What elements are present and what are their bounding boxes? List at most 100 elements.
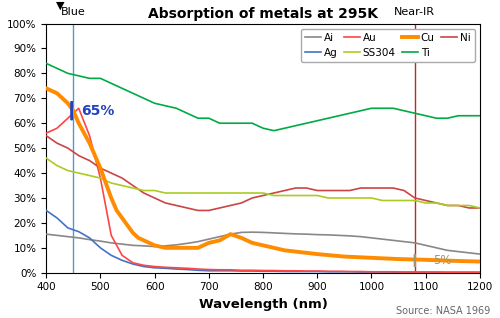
- Au: [380, 270, 386, 274]
- Au: [249, 268, 255, 272]
- Ni: [216, 206, 222, 210]
- Cu: [195, 246, 201, 250]
- SS304: [141, 189, 147, 192]
- Au: [86, 134, 92, 138]
- Au: [271, 269, 277, 273]
- Au: [434, 270, 440, 274]
- Ai: [358, 235, 364, 238]
- SS304: [271, 194, 277, 197]
- Ai: [162, 244, 168, 248]
- Ti: [108, 81, 114, 85]
- Cu: [249, 241, 255, 245]
- Ti: [195, 116, 201, 120]
- Ti: [434, 116, 440, 120]
- SS304: [54, 164, 60, 168]
- SS304: [238, 191, 244, 195]
- Ni: [174, 204, 180, 207]
- Cu: [146, 241, 152, 245]
- Ni: [455, 204, 461, 207]
- Ni: [358, 186, 364, 190]
- SS304: [162, 191, 168, 195]
- Text: 65%: 65%: [81, 104, 114, 118]
- Ag: [358, 270, 364, 274]
- SS304: [412, 198, 418, 202]
- Ti: [304, 121, 310, 125]
- Cu: [216, 238, 222, 242]
- Ti: [282, 126, 288, 130]
- Line: SS304: SS304: [46, 158, 480, 208]
- Au: [130, 261, 136, 265]
- Cu: [70, 109, 76, 113]
- Cu: [86, 141, 92, 145]
- Cu: [54, 91, 60, 95]
- Au: [347, 270, 353, 273]
- SS304: [130, 186, 136, 190]
- Ai: [455, 250, 461, 253]
- Cu: [114, 209, 119, 212]
- Ti: [216, 121, 222, 125]
- Ai: [184, 241, 190, 245]
- Ag: [390, 270, 396, 274]
- Ni: [336, 189, 342, 192]
- Cu: [76, 121, 82, 125]
- Ni: [195, 209, 201, 212]
- Ag: [174, 267, 180, 271]
- Cu: [119, 216, 125, 220]
- Ni: [260, 194, 266, 197]
- Ni: [228, 204, 234, 207]
- Ai: [141, 244, 147, 248]
- Ti: [130, 91, 136, 95]
- Ni: [86, 159, 92, 162]
- Au: [76, 106, 82, 110]
- Ni: [130, 183, 136, 187]
- Text: ▼: ▼: [56, 1, 64, 11]
- Cu: [98, 166, 103, 170]
- Ai: [260, 231, 266, 234]
- Ni: [368, 186, 374, 190]
- Cu: [477, 260, 483, 264]
- Ai: [216, 235, 222, 238]
- Ti: [477, 114, 483, 118]
- Ag: [141, 265, 147, 268]
- SS304: [86, 174, 92, 177]
- Ni: [249, 196, 255, 200]
- Ni: [390, 186, 396, 190]
- SS304: [380, 198, 386, 202]
- Ag: [249, 269, 255, 273]
- Au: [412, 270, 418, 274]
- Line: Ag: Ag: [46, 211, 480, 272]
- Cu: [124, 224, 130, 227]
- Au: [108, 233, 114, 237]
- Ai: [195, 240, 201, 244]
- Ti: [380, 106, 386, 110]
- Ag: [380, 270, 386, 274]
- SS304: [368, 196, 374, 200]
- Ag: [336, 270, 342, 274]
- Cu: [228, 232, 234, 236]
- Ag: [98, 246, 103, 250]
- Au: [43, 131, 49, 135]
- Ai: [206, 237, 212, 241]
- Ni: [206, 209, 212, 212]
- Ag: [216, 269, 222, 273]
- Ai: [271, 231, 277, 235]
- Ni: [401, 189, 407, 192]
- Ai: [228, 232, 234, 236]
- Ni: [477, 206, 483, 210]
- Ti: [119, 86, 125, 90]
- Ag: [152, 266, 158, 270]
- Ai: [444, 248, 450, 252]
- Cu: [238, 236, 244, 240]
- SS304: [76, 171, 82, 175]
- Ti: [86, 76, 92, 80]
- SS304: [347, 196, 353, 200]
- Au: [174, 266, 180, 270]
- Cu: [130, 231, 136, 235]
- Ti: [271, 129, 277, 133]
- Text: Source: NASA 1969: Source: NASA 1969: [396, 307, 490, 316]
- Title: Absorption of metals at 295K: Absorption of metals at 295K: [148, 7, 378, 21]
- Au: [422, 270, 428, 274]
- Ni: [412, 196, 418, 200]
- Ag: [412, 270, 418, 274]
- SS304: [434, 201, 440, 205]
